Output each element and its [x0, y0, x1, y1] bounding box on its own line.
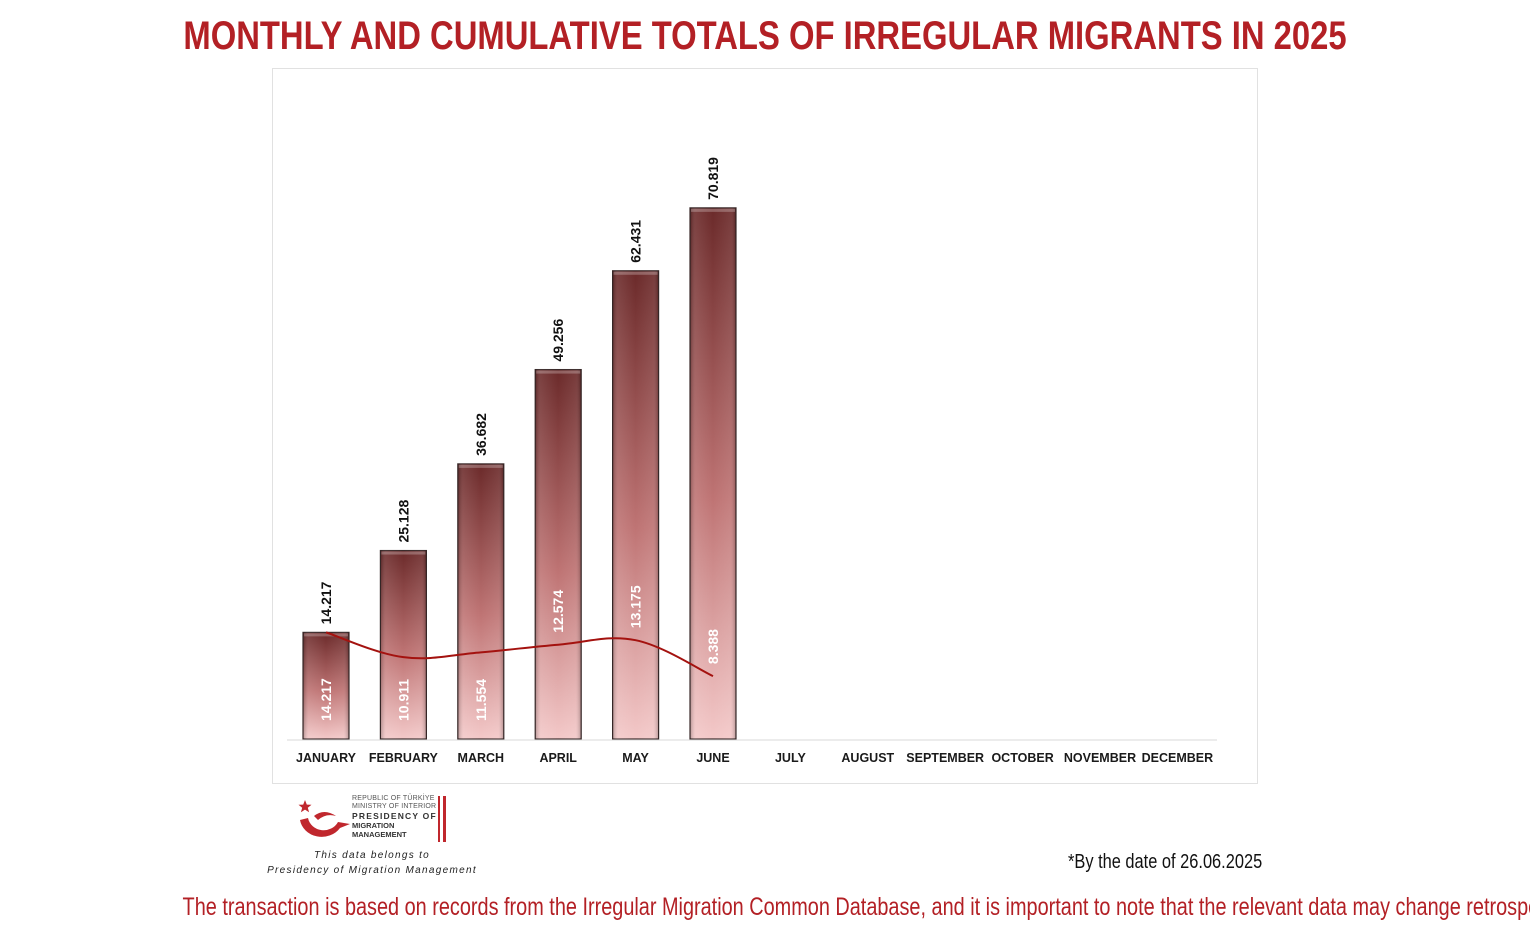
- crescent-star-bird-icon: [298, 800, 350, 837]
- x-tick-label: MARCH: [458, 751, 505, 765]
- line-value-label: 10.911: [395, 679, 411, 721]
- x-tick-label: SEPTEMBER: [906, 751, 984, 765]
- data-ownership-note: This data belongs to Presidency of Migra…: [262, 848, 482, 878]
- bar-cap: [691, 208, 735, 212]
- bar-february: [379, 549, 428, 740]
- logo-line-2: MINISTRY OF INTERIOR: [352, 803, 437, 810]
- bar-cap: [536, 370, 581, 374]
- bar-cap: [613, 271, 658, 275]
- bar-may: [612, 270, 660, 740]
- belongs-line-2: Presidency of Migration Management: [267, 865, 477, 876]
- chart-area: 14.217 25.128 36.682 49.256 62.431 70.819 14.2…: [272, 68, 1258, 784]
- bar-shine: [690, 207, 736, 740]
- bar-value-label: 25.128: [395, 500, 411, 543]
- bar-january: [302, 631, 350, 740]
- line-value-label: 14.217: [318, 678, 334, 721]
- x-tick-label: DECEMBER: [1142, 751, 1214, 765]
- x-tick-label: FEBRUARY: [369, 751, 439, 765]
- logo-line-1: REPUBLIC OF TÜRKİYE: [352, 795, 435, 802]
- bar-june: [689, 207, 737, 740]
- logo-text: REPUBLIC OF TÜRKİYE MINISTRY OF INTERIOR…: [352, 795, 442, 839]
- bar-value-label: 36.682: [473, 413, 489, 456]
- bar-cap: [381, 551, 426, 555]
- monthly-line: [325, 631, 714, 677]
- x-tick-label: APRIL: [539, 751, 577, 765]
- line-value-label: 12.574: [550, 590, 566, 633]
- x-tick-label: NOVEMBER: [1064, 751, 1136, 765]
- footer-text: The transaction is based on records from…: [182, 893, 1530, 921]
- logo-line-4: MIGRATION MANAGEMENT: [352, 821, 407, 839]
- bar-march: [457, 463, 505, 740]
- bar-value-label: 62.431: [628, 220, 644, 263]
- x-tick-label: OCTOBER: [991, 751, 1053, 765]
- line-value-label: 13.175: [628, 585, 644, 628]
- bar-chart: 14.217 25.128 36.682 49.256 62.431 70.819 14.2…: [287, 157, 1217, 765]
- x-tick-label: JANUARY: [296, 751, 357, 765]
- bar-shine: [535, 369, 582, 739]
- bar-value-label: 70.819: [705, 157, 721, 200]
- date-note: *By the date of 26.06.2025: [1068, 851, 1263, 873]
- bar-shine: [303, 632, 349, 739]
- logo-line-3: PRESIDENCY OF: [352, 811, 437, 821]
- footer-disclaimer: The transaction is based on records from…: [0, 893, 1530, 922]
- belongs-line-1: This data belongs to: [313, 850, 431, 861]
- logo-divider-thick: [443, 796, 446, 842]
- x-tick-label: JUNE: [696, 751, 729, 765]
- bar-cap: [458, 464, 503, 468]
- bar-shine: [612, 270, 659, 739]
- bar-shine: [380, 550, 427, 739]
- bar-value-label: 14.217: [318, 581, 334, 624]
- ministry-logo: [294, 794, 454, 846]
- bar-shine: [457, 463, 504, 739]
- logo-divider: [438, 796, 440, 842]
- chart-title: MONTHLY AND CUMULATIVE TOTALS OF IRREGUL…: [183, 14, 1347, 58]
- x-tick-label: JULY: [775, 751, 806, 765]
- bar-cap: [304, 633, 348, 637]
- bar-april: [534, 368, 582, 740]
- bar-value-label: 49.256: [550, 319, 566, 362]
- line-value-label: 8.388: [705, 629, 721, 664]
- x-tick-label: MAY: [622, 751, 649, 765]
- x-tick-label: AUGUST: [841, 751, 894, 765]
- line-value-label: 11.554: [473, 679, 489, 721]
